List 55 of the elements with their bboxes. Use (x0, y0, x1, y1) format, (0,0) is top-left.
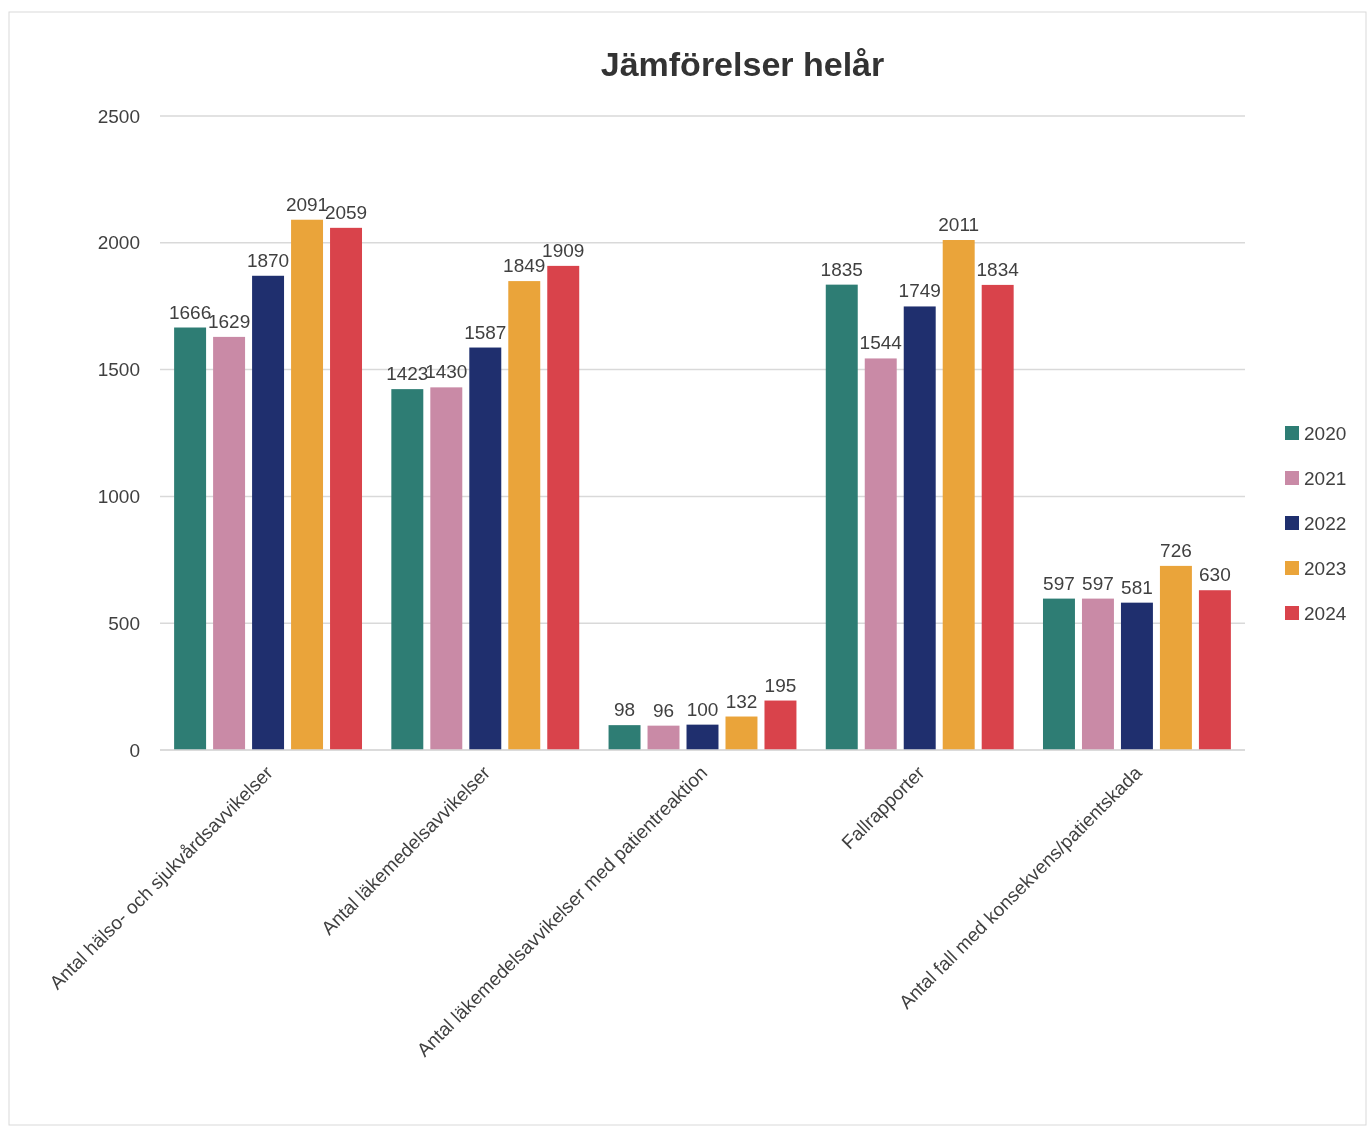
legend-label: 2024 (1304, 602, 1347, 624)
bar (252, 275, 285, 750)
bar (174, 327, 207, 750)
bar (864, 358, 897, 750)
data-label: 100 (686, 698, 719, 720)
bar (725, 716, 758, 750)
data-label: 98 (613, 699, 636, 721)
bar (291, 219, 324, 750)
y-tick-label: 2000 (97, 232, 140, 254)
data-label: 1587 (464, 321, 507, 343)
legend-label: 2022 (1304, 512, 1347, 534)
data-label: 96 (652, 699, 675, 721)
bar (825, 284, 858, 750)
bar (647, 725, 680, 750)
bar (1081, 598, 1114, 750)
y-tick-label: 500 (108, 612, 140, 634)
data-label: 1909 (542, 239, 585, 261)
legend-label: 2023 (1304, 557, 1347, 579)
data-label: 726 (1160, 539, 1192, 561)
bar (764, 700, 797, 750)
bar (942, 240, 975, 750)
bar (469, 347, 502, 750)
data-label: 597 (1082, 572, 1114, 594)
data-label: 1870 (246, 249, 290, 271)
data-label: 597 (1043, 572, 1075, 594)
data-label: 1834 (976, 258, 1020, 280)
bar (213, 336, 246, 750)
legend-label: 2020 (1304, 422, 1347, 444)
data-label: 1544 (859, 332, 903, 354)
data-label: 581 (1121, 576, 1153, 598)
y-tick-label: 1500 (97, 359, 140, 381)
chart-title: Jämförelser helår (600, 45, 885, 83)
bar (1120, 602, 1153, 750)
data-label: 132 (725, 690, 758, 712)
y-tick-label: 1000 (97, 486, 140, 508)
data-label: 1835 (820, 258, 863, 280)
bar (608, 725, 641, 750)
bar (686, 724, 719, 750)
bar (1198, 590, 1231, 750)
data-label: 2011 (938, 214, 980, 236)
bar (1042, 598, 1075, 750)
bar (391, 389, 424, 750)
bar (547, 265, 580, 750)
bar (330, 227, 363, 750)
bar (1159, 565, 1192, 750)
data-label: 630 (1199, 564, 1231, 586)
data-label: 195 (764, 674, 797, 696)
y-tick-label: 2500 (97, 105, 140, 127)
bar (903, 306, 936, 750)
data-label: 1749 (898, 280, 941, 302)
bar (508, 281, 541, 750)
bar (430, 387, 463, 750)
y-tick-label: 0 (129, 739, 140, 761)
legend-label: 2021 (1304, 467, 1347, 489)
bar (981, 284, 1014, 750)
